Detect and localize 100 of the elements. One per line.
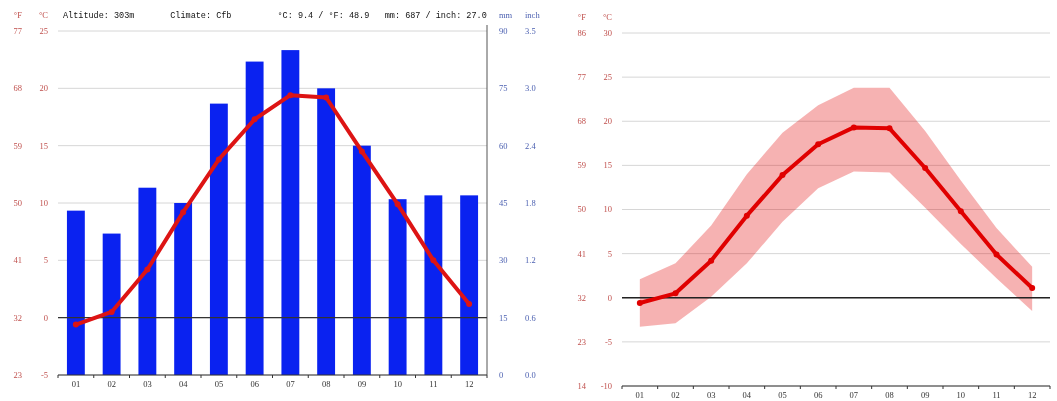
- y3-axis-title: °F: [13, 10, 23, 20]
- text: Climate: Cfb: [170, 11, 232, 21]
- y-tick-label: -5: [40, 369, 48, 380]
- y3-tick-label: 50: [577, 204, 586, 215]
- point: [251, 116, 258, 123]
- bar: [352, 145, 371, 375]
- point: [815, 141, 822, 148]
- text: 3.0: [525, 83, 536, 94]
- text: 0.0: [525, 369, 536, 380]
- x-tick-label: 07: [286, 379, 295, 389]
- point: [636, 300, 643, 307]
- y3-tick-label: 32: [13, 312, 22, 323]
- x-tick-label: 06: [813, 390, 823, 400]
- y-tick-label: -10: [600, 380, 612, 391]
- x-tick-label: 07: [849, 390, 859, 400]
- y3-tick-label: 77: [577, 72, 586, 83]
- x-tick-label: 03: [706, 390, 716, 400]
- text: 1.8: [525, 197, 536, 208]
- text: °C: 9.4 / °F: 48.9: [277, 11, 370, 21]
- text: 3.5: [525, 25, 536, 36]
- bar: [245, 61, 264, 375]
- y-tick-label: 15: [39, 140, 48, 151]
- x-tick-label: 12: [464, 379, 474, 389]
- text: 2.4: [525, 140, 537, 151]
- point: [922, 165, 929, 172]
- y-tick-label: -5: [604, 336, 612, 347]
- y3-tick-label: 68: [577, 116, 586, 127]
- y-tick-label: 0: [607, 292, 612, 303]
- x-tick-label: 03: [143, 379, 152, 389]
- x-tick-label: 10: [393, 379, 402, 389]
- y3-tick-label: 41: [577, 248, 586, 259]
- x-tick-label: 06: [250, 379, 259, 389]
- y-tick-label: 10: [39, 197, 48, 208]
- y3-tick-label: 23: [13, 369, 22, 380]
- point: [430, 257, 437, 264]
- point: [993, 251, 1000, 258]
- y2-tick-label: 90: [499, 25, 508, 36]
- x-tick-label: 08: [321, 379, 331, 389]
- y2-tick-label: 0: [499, 369, 504, 380]
- bar: [174, 203, 193, 375]
- point: [358, 148, 365, 155]
- y3-tick-label: 50: [13, 197, 22, 208]
- point: [779, 172, 786, 179]
- y3-tick-label: 23: [577, 336, 586, 347]
- y3-tick-label: 68: [13, 83, 22, 94]
- bar: [388, 199, 407, 375]
- x-tick-label: 09: [357, 379, 367, 389]
- y3-tick-label: 77: [13, 25, 22, 36]
- x-tick-label: 02: [671, 390, 680, 400]
- y-tick-label: 20: [603, 116, 612, 127]
- x-tick-label: 11: [992, 390, 1001, 400]
- x-tick-label: 09: [920, 390, 930, 400]
- y-tick-label: 5: [43, 255, 48, 266]
- y2-tick-label: 30: [499, 255, 508, 266]
- text: 0.6: [525, 312, 536, 323]
- bar: [209, 103, 228, 375]
- point: [180, 209, 187, 216]
- bar: [102, 233, 121, 375]
- point: [957, 208, 964, 215]
- y2-tick-label: 45: [499, 197, 508, 208]
- text: Altitude: 303m: [63, 11, 135, 21]
- y2-tick-label: 15: [499, 312, 508, 323]
- x-tick-label: 04: [742, 390, 752, 400]
- y3-tick-label: 32: [577, 292, 586, 303]
- y-tick-label: 25: [39, 25, 48, 36]
- point: [394, 201, 401, 208]
- y-tick-label: 25: [603, 72, 612, 83]
- bar: [460, 195, 479, 375]
- point: [1029, 285, 1036, 292]
- y2-tick-label: 75: [499, 83, 508, 94]
- point: [708, 257, 715, 264]
- y2-tick-label: 60: [499, 140, 508, 151]
- x-tick-label: 05: [778, 390, 787, 400]
- point: [144, 266, 151, 273]
- y2-axis-title: mm: [499, 10, 513, 20]
- y-tick-label: 20: [39, 83, 48, 94]
- bar: [66, 210, 85, 375]
- x-tick-label: 01: [71, 379, 81, 389]
- bar: [317, 88, 336, 375]
- point: [850, 124, 857, 131]
- point: [72, 321, 79, 328]
- y-tick-label: 15: [603, 160, 612, 171]
- y-tick-label: 30: [603, 27, 612, 38]
- y3-axis-title: °F: [577, 12, 587, 22]
- point: [672, 290, 679, 297]
- y3-tick-label: 41: [13, 255, 22, 266]
- x-tick-label: 01: [635, 390, 645, 400]
- point: [323, 94, 330, 101]
- x-tick-label: 05: [214, 379, 224, 389]
- x-tick-label: 02: [107, 379, 116, 389]
- bar: [424, 195, 443, 375]
- x-tick-label: 04: [178, 379, 189, 389]
- y-axis-title: °C: [602, 12, 613, 22]
- text: 1.2: [525, 255, 536, 266]
- x-tick-label: 11: [429, 379, 438, 389]
- point: [466, 300, 473, 307]
- text: inch: [525, 10, 541, 20]
- x-tick-label: 12: [1027, 390, 1037, 400]
- x-tick-label: 08: [885, 390, 894, 400]
- y3-tick-label: 59: [577, 160, 586, 171]
